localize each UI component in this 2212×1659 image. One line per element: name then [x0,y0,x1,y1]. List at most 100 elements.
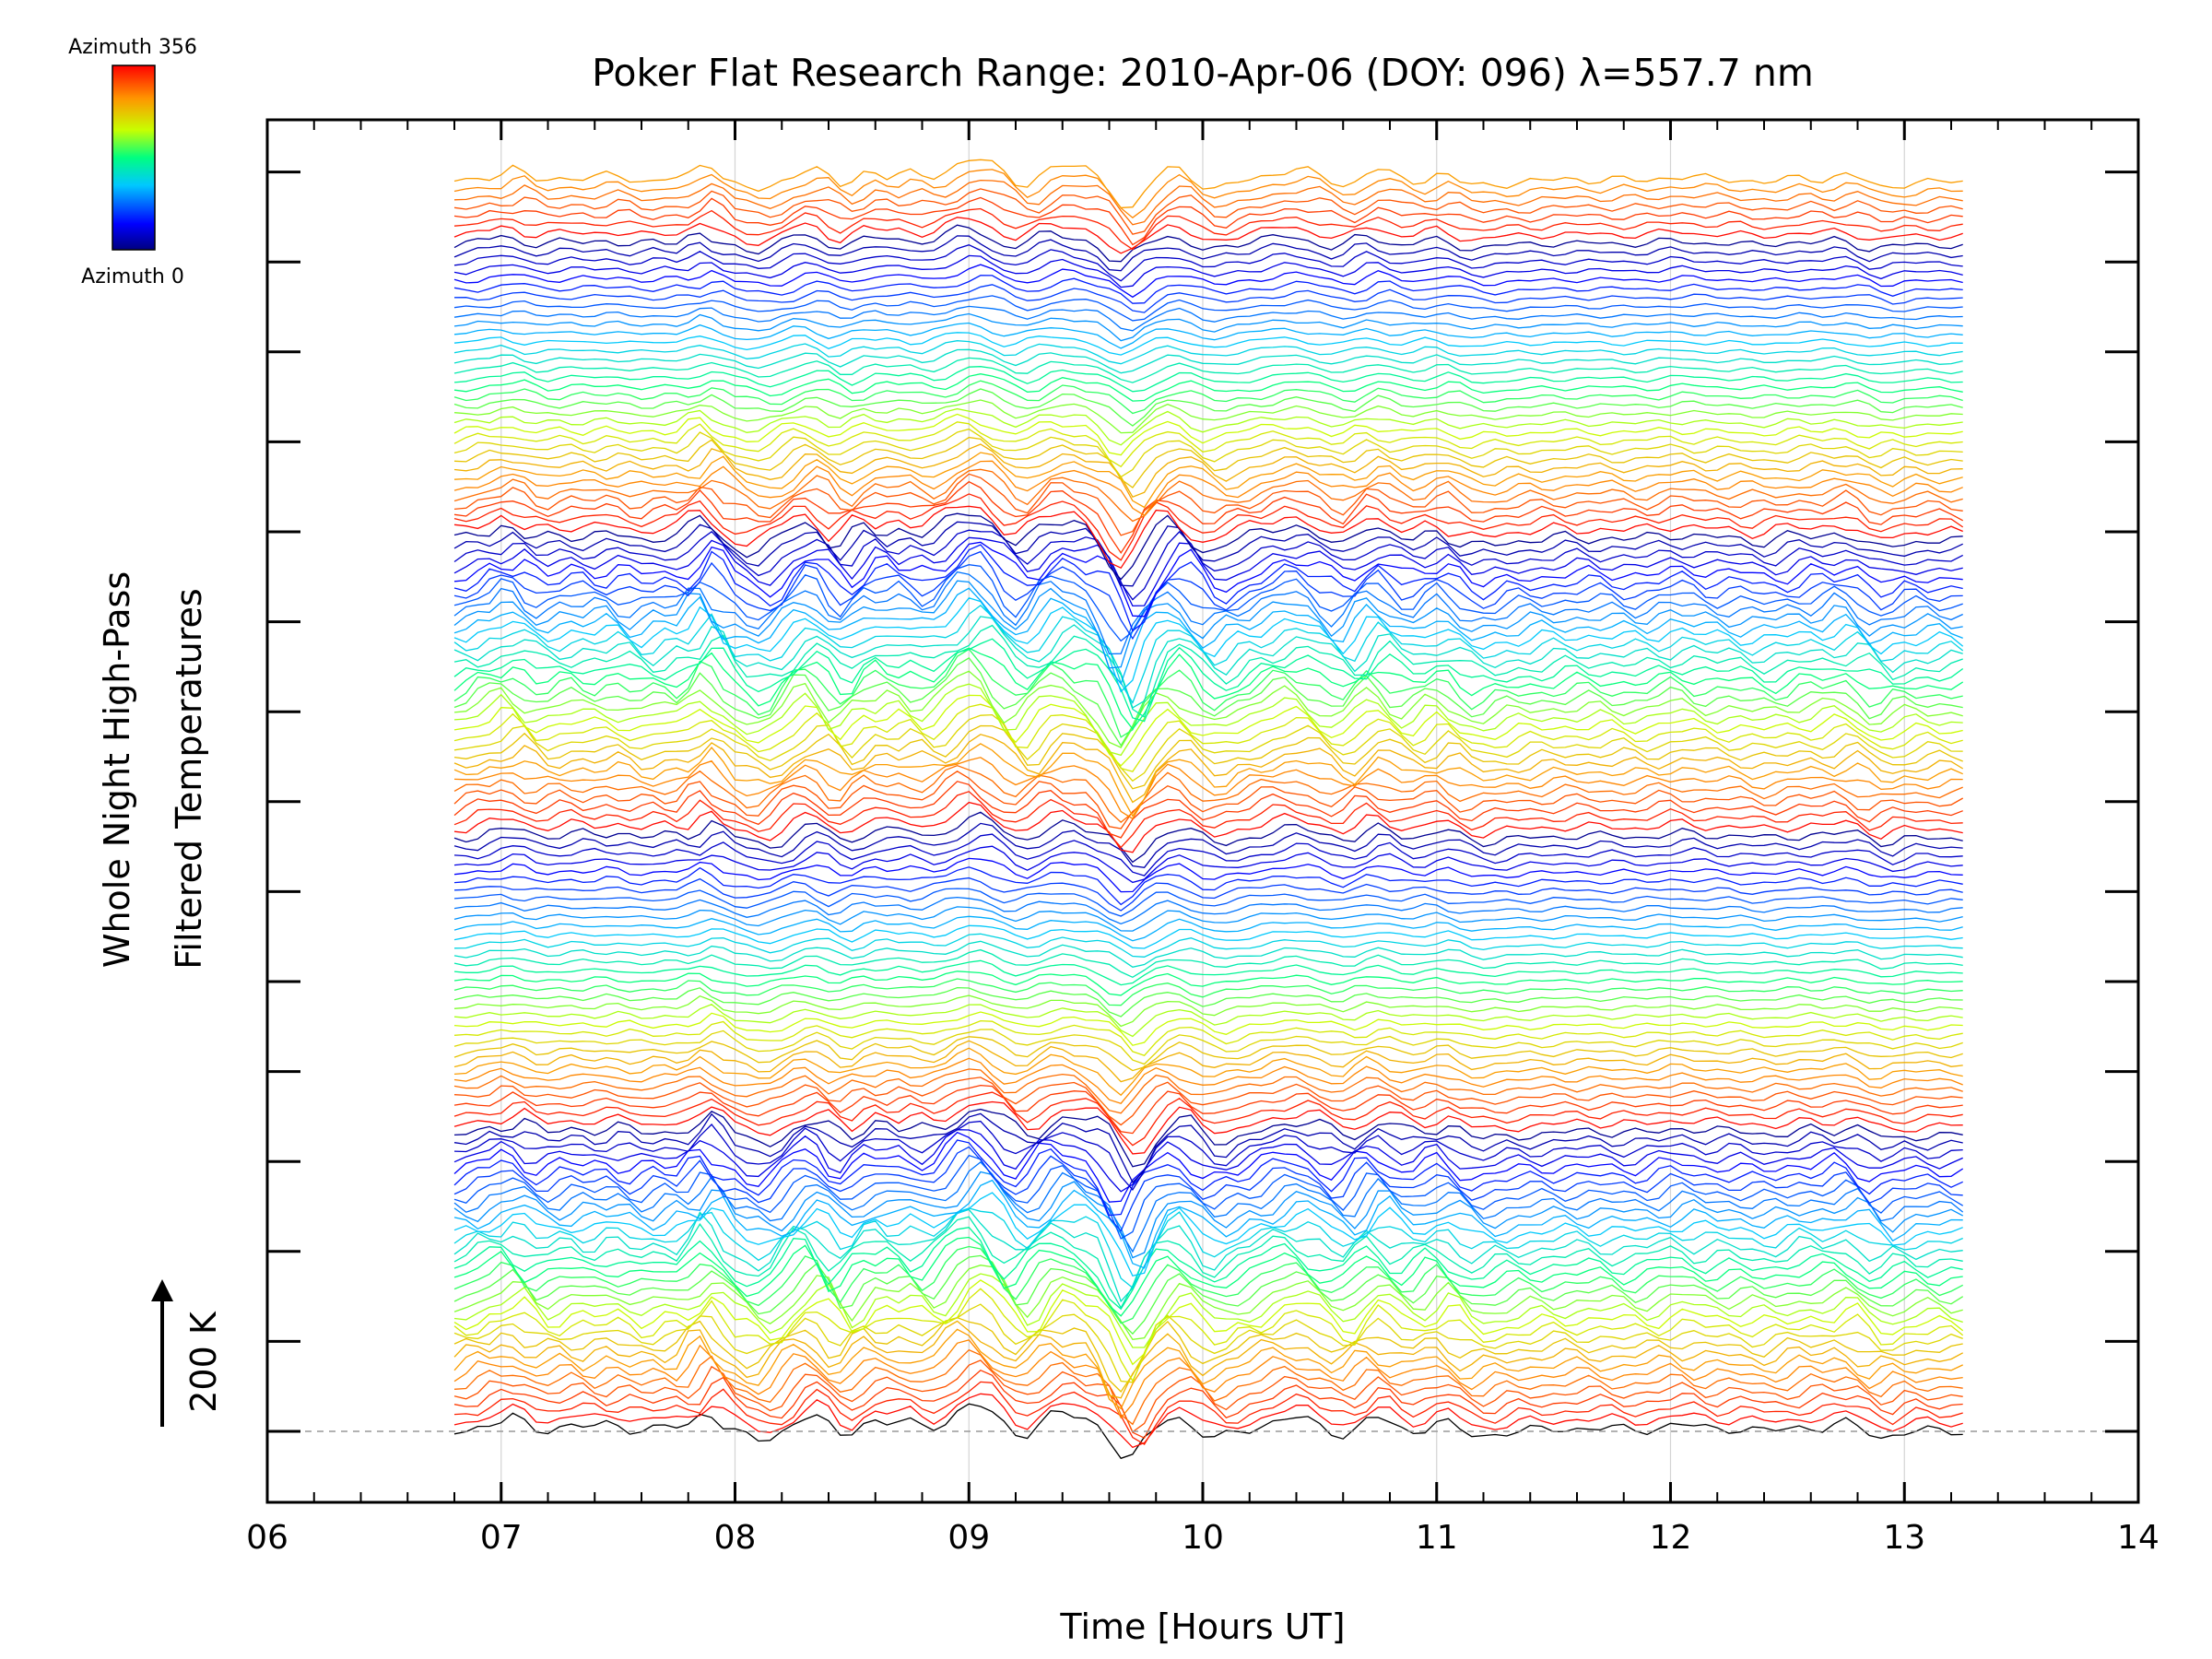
x-tick-label: 13 [1883,1519,1925,1557]
series-line [453,1112,1963,1183]
series-line [453,473,1963,536]
series-line [453,888,1963,917]
series-line [453,986,1963,1018]
series-line [453,366,1963,393]
y-axis-label-line2: Filtered Temperatures [169,588,209,969]
series-line [453,373,1963,402]
series-line [453,571,1963,655]
series-line [453,1320,1964,1399]
colorbar-label-bottom: Azimuth 0 [81,265,184,288]
series-line [453,587,1963,686]
series-line [453,264,1963,299]
series-line [453,348,1963,374]
series-line [453,1171,1964,1259]
series-line [453,284,1963,313]
series-line [453,1303,1963,1383]
series-line [453,940,1963,968]
axis-ticks [265,120,2140,1502]
series-line [453,1047,1963,1097]
x-tick-labels: 06 07 08 09 10 11 12 13 14 [246,1519,2159,1557]
series-line [453,765,1963,823]
series-line [453,388,1963,427]
x-tick-label: 11 [1416,1519,1458,1557]
series-line [453,1273,1963,1348]
series-line [453,196,1963,246]
series-line [453,1004,1963,1038]
series-line [453,541,1963,618]
scale-bar-label: 200 K [183,1311,224,1413]
series-line [453,1179,1963,1269]
series-line [453,994,1963,1028]
series-line [453,896,1963,924]
series-line [453,978,1963,1006]
series-line [453,781,1963,839]
series-line [453,399,1963,434]
series-line [453,305,1963,332]
series-line [453,1317,1963,1394]
series-line [453,340,1963,365]
series-line [453,1208,1963,1303]
series-line [453,1328,1963,1410]
trace-group [453,159,1964,1460]
series-line [453,1011,1963,1046]
series-line [453,822,1963,868]
series-line [453,713,1963,782]
series-line [453,616,1963,709]
series-line [453,188,1963,235]
colorbar-label-top: Azimuth 356 [68,36,197,59]
y-axis-label-line1: Whole Night High-Pass [97,571,137,968]
series-line [453,536,1963,607]
series-line [453,179,1963,226]
series-line [453,452,1963,509]
series-line [453,724,1963,790]
series-line [453,235,1963,272]
series-line [453,275,1963,304]
series-line [453,1369,1963,1440]
series-line [453,670,1963,748]
series-line [453,1279,1964,1366]
series-line [453,857,1963,893]
x-tick-label: 07 [480,1519,523,1557]
series-line [453,791,1963,849]
colorbar-gradient [112,65,156,251]
series-line [453,1393,1963,1449]
series-line [453,703,1963,772]
series-line [453,959,1963,986]
x-axis-label: Time [Hours UT] [1059,1606,1345,1647]
series-line [453,1192,1963,1277]
series-line [453,421,1963,468]
series-line [453,657,1963,747]
series-line [453,683,1963,757]
scale-bar-arrow-head [151,1279,173,1301]
series-line [453,638,1964,723]
series-line [453,833,1963,877]
series-line [453,529,1963,601]
series-line [453,743,1963,818]
series-line [453,521,1963,587]
series-line [453,1029,1963,1065]
series-line [453,207,1963,251]
series-line [453,1146,1963,1232]
series-line [453,493,1964,561]
series-line [453,460,1963,517]
series-line [453,757,1963,820]
series-line [453,564,1963,642]
x-tick-label: 06 [246,1519,288,1557]
series-line [453,877,1963,912]
series-line [453,244,1963,282]
series-line [453,1245,1964,1324]
x-tick-label: 12 [1650,1519,1692,1557]
series-line [453,580,1963,669]
series-line [453,505,1963,570]
series-line [453,512,1963,581]
series-line [453,322,1963,349]
series-line [453,357,1963,383]
series-line [453,734,1964,804]
series-line [453,1129,1963,1193]
x-tick-label: 14 [2117,1519,2159,1557]
series-line [453,1226,1963,1311]
x-tick-label: 09 [947,1519,990,1557]
series-line [453,924,1963,949]
series-line [453,906,1963,932]
series-line [453,480,1964,554]
